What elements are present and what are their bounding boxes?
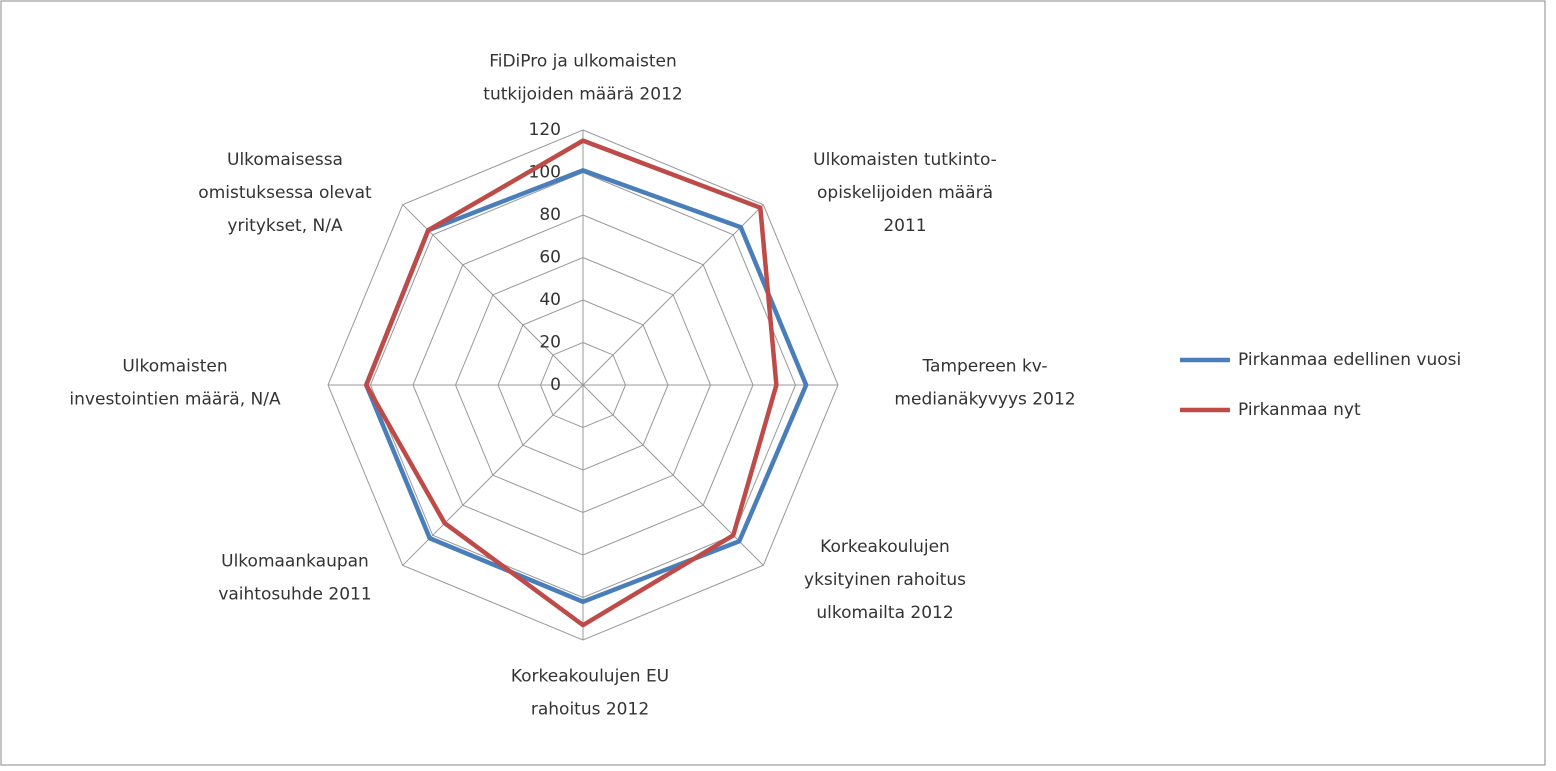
category-label: Ulkomaisten investointien määrä, N/A [69,357,281,410]
category-label: Korkeakoulujen EU rahoitus 2012 [511,667,669,720]
spoke [582,204,764,386]
spoke [402,384,584,566]
category-label: Ulkomaankaupan vaihtosuhde 2011 [218,552,371,605]
category-label: Ulkomaisessa omistuksessa olevat yritykset… [198,150,372,236]
y-tick-label: 40 [539,290,561,310]
y-tick-label: 20 [539,333,561,353]
category-label: Tampereen kv-medianäkyvyys 2012 [894,357,1075,410]
category-label: Korkeakoulujen yksityinen rahoitus ulkomai… [804,537,966,623]
spoke [402,204,584,386]
y-tick-label: 60 [539,248,561,268]
y-tick-label: 0 [550,375,561,395]
legend-label: Pirkanmaa nyt [1238,400,1361,420]
legend-label: Pirkanmaa edellinen vuosi [1238,350,1461,370]
y-tick-label: 120 [529,120,561,140]
category-label: FiDiPro ja ulkomaisten tutkijoiden määrä … [483,52,682,105]
category-label: Ulkomaisten tutkinto-opiskelijoiden määr… [813,150,997,236]
y-tick-label: 80 [539,205,561,225]
series-line [364,138,779,628]
